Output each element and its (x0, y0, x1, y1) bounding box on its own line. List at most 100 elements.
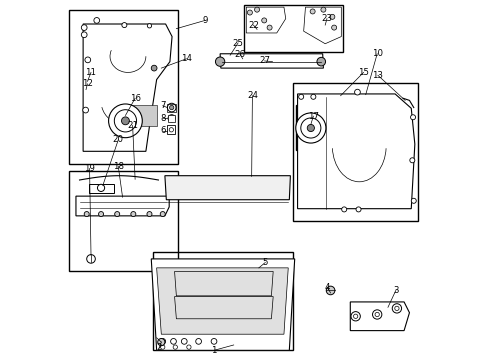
Circle shape (341, 207, 346, 212)
Circle shape (316, 57, 325, 66)
Polygon shape (297, 94, 414, 209)
Text: 8: 8 (160, 114, 165, 123)
Circle shape (410, 115, 415, 120)
Circle shape (374, 312, 379, 317)
Bar (88, 184, 113, 193)
Text: 25: 25 (232, 39, 243, 48)
Circle shape (86, 255, 95, 263)
Circle shape (409, 158, 414, 163)
Circle shape (295, 113, 325, 143)
Text: 24: 24 (246, 91, 257, 100)
Circle shape (169, 128, 173, 132)
Text: 10: 10 (371, 49, 382, 58)
Bar (168, 116, 175, 122)
Text: 7: 7 (160, 101, 165, 110)
Polygon shape (76, 196, 169, 216)
Polygon shape (303, 7, 341, 44)
Polygon shape (83, 24, 172, 151)
Circle shape (298, 94, 303, 99)
Polygon shape (220, 54, 323, 68)
Circle shape (353, 314, 357, 319)
Circle shape (306, 125, 314, 132)
Circle shape (354, 89, 360, 95)
Text: 26: 26 (234, 50, 245, 59)
Circle shape (247, 10, 252, 15)
Text: 1: 1 (211, 346, 216, 355)
Polygon shape (246, 7, 285, 33)
Circle shape (320, 7, 325, 12)
Circle shape (168, 115, 175, 122)
Circle shape (121, 117, 129, 125)
Text: 9: 9 (202, 16, 207, 25)
Circle shape (410, 198, 415, 203)
Circle shape (167, 103, 176, 112)
Polygon shape (129, 105, 156, 126)
Circle shape (160, 212, 165, 217)
Circle shape (254, 7, 259, 12)
Text: 23: 23 (321, 14, 332, 23)
Text: 6: 6 (160, 126, 165, 135)
Text: 20: 20 (113, 135, 123, 144)
Circle shape (329, 14, 334, 19)
Circle shape (94, 18, 100, 23)
Circle shape (160, 338, 165, 344)
Text: 13: 13 (372, 71, 383, 80)
Polygon shape (164, 176, 290, 200)
Circle shape (160, 345, 164, 349)
Circle shape (331, 25, 336, 30)
Circle shape (158, 338, 164, 346)
Text: 11: 11 (85, 68, 96, 77)
Circle shape (394, 306, 398, 311)
Text: 5: 5 (262, 258, 267, 267)
Bar (153, 252, 292, 350)
Circle shape (115, 212, 120, 217)
Bar (296, 105, 328, 149)
Text: 18: 18 (113, 162, 123, 171)
Circle shape (300, 118, 320, 138)
Text: 4: 4 (325, 283, 330, 292)
Circle shape (97, 184, 104, 192)
Text: 15: 15 (357, 68, 368, 77)
Circle shape (391, 304, 401, 313)
Circle shape (81, 25, 87, 31)
Circle shape (108, 104, 142, 138)
Text: 27: 27 (259, 57, 269, 66)
Circle shape (195, 338, 201, 344)
Circle shape (372, 310, 381, 319)
Circle shape (211, 338, 217, 344)
Bar (244, 5, 343, 51)
Circle shape (131, 212, 136, 217)
Text: 16: 16 (129, 94, 141, 103)
Text: 12: 12 (82, 80, 93, 89)
Circle shape (122, 23, 126, 28)
Circle shape (173, 345, 177, 349)
Circle shape (325, 286, 334, 295)
Circle shape (169, 105, 174, 110)
Circle shape (186, 345, 191, 349)
Circle shape (261, 18, 266, 23)
Text: 3: 3 (392, 286, 398, 295)
Text: 19: 19 (84, 164, 95, 173)
Polygon shape (349, 302, 408, 330)
Text: 2: 2 (156, 343, 162, 352)
Bar (167, 126, 175, 134)
Bar (292, 83, 418, 221)
Circle shape (310, 94, 315, 99)
Circle shape (151, 65, 157, 71)
Circle shape (99, 212, 103, 217)
Circle shape (350, 312, 360, 321)
Bar (69, 171, 178, 271)
Text: 14: 14 (181, 54, 191, 63)
Circle shape (170, 338, 176, 344)
Text: 21: 21 (127, 121, 138, 130)
Text: 17: 17 (307, 112, 318, 121)
Polygon shape (151, 259, 294, 350)
Circle shape (82, 107, 88, 113)
Circle shape (84, 212, 89, 217)
Circle shape (355, 207, 360, 212)
Bar (69, 10, 178, 164)
Circle shape (147, 24, 151, 28)
Polygon shape (156, 268, 287, 334)
Circle shape (81, 32, 87, 38)
Text: 22: 22 (247, 21, 259, 30)
